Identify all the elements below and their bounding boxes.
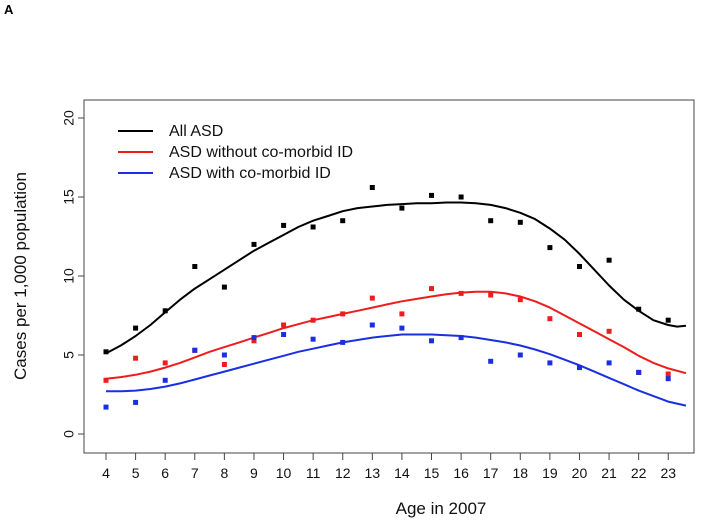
data-point (606, 360, 612, 366)
data-point (488, 292, 494, 298)
data-point (547, 360, 553, 366)
y-tick-label: 15 (61, 189, 77, 205)
legend-label: ASD without co-morbid ID (169, 144, 353, 161)
data-point (251, 338, 257, 344)
data-point (251, 241, 257, 247)
data-point (221, 352, 227, 358)
data-point (429, 338, 434, 344)
x-tick-label: 13 (365, 465, 381, 481)
x-tick-label: 8 (220, 465, 228, 481)
data-point (133, 325, 139, 331)
data-point (281, 322, 287, 328)
legend: All ASD ASD without co-morbid ID ASD with … (118, 123, 353, 182)
data-point (281, 222, 287, 228)
data-point (281, 332, 287, 337)
data-point (577, 365, 582, 371)
x-tick-label: 9 (250, 465, 258, 481)
data-point (133, 355, 139, 361)
data-point (251, 335, 257, 341)
y-axis: 0 5 10 15 20 (61, 110, 84, 438)
data-point (103, 377, 109, 383)
data-point (369, 185, 375, 190)
data-point (636, 369, 642, 375)
data-point (399, 311, 405, 317)
data-point (310, 224, 316, 230)
x-tick-label: 10 (276, 465, 292, 481)
data-point (517, 219, 523, 225)
y-tick-label: 5 (61, 351, 77, 359)
x-tick-label: 20 (572, 465, 588, 481)
data-point (429, 286, 434, 292)
data-point (636, 306, 642, 312)
x-tick-label: 19 (542, 465, 558, 481)
data-point (399, 325, 405, 331)
x-tick-label: 4 (102, 465, 110, 481)
data-point (162, 360, 168, 366)
data-point (310, 317, 316, 323)
data-point (665, 376, 671, 382)
data-point (429, 192, 434, 198)
data-point (221, 284, 227, 290)
data-point (577, 332, 582, 337)
x-tick-label: 22 (631, 465, 647, 481)
data-point (162, 308, 168, 314)
data-point (458, 194, 464, 200)
x-tick-label: 12 (335, 465, 351, 481)
data-point (340, 218, 346, 224)
x-axis: 4 5 6 7 8 9 10 11 12 13 14 15 16 17 18 19 20 21 22 23 (102, 453, 676, 481)
x-tick-label: 5 (132, 465, 140, 481)
panel-label: A (4, 2, 14, 17)
data-point (133, 399, 139, 405)
y-tick-label: 10 (61, 268, 77, 284)
x-tick-label: 18 (512, 465, 528, 481)
x-tick-label: 14 (394, 465, 410, 481)
data-point (488, 358, 494, 364)
series-fit-line (105, 290, 687, 380)
x-tick-label: 11 (306, 465, 321, 481)
data-point (369, 295, 375, 301)
data-point (221, 362, 227, 367)
data-point (665, 317, 671, 323)
data-point (399, 205, 405, 211)
y-tick-label: 0 (61, 430, 77, 438)
x-axis-title: Age in 2007 (396, 499, 487, 518)
legend-label: All ASD (169, 123, 223, 140)
series-fit-line (106, 333, 687, 407)
data-point (458, 290, 464, 296)
x-tick-label: 17 (483, 465, 499, 481)
data-point (488, 218, 494, 224)
data-point (192, 347, 198, 353)
x-tick-label: 7 (191, 465, 199, 481)
data-point (606, 257, 612, 263)
data-point (162, 377, 168, 383)
data-point (577, 264, 582, 269)
series-layer (103, 185, 687, 410)
data-point (103, 349, 109, 355)
x-tick-label: 15 (424, 465, 440, 481)
series-0 (103, 185, 687, 355)
data-point (192, 264, 198, 269)
x-tick-label: 16 (453, 465, 469, 481)
x-tick-label: 21 (601, 465, 617, 481)
x-tick-label: 6 (161, 465, 169, 481)
data-point (517, 352, 523, 358)
data-point (517, 297, 523, 303)
series-fit-line (105, 201, 687, 355)
data-point (310, 336, 316, 342)
legend-label: ASD with co-morbid ID (169, 165, 331, 182)
y-tick-label: 20 (61, 110, 77, 126)
data-point (547, 316, 553, 322)
data-point (369, 322, 375, 328)
data-point (606, 328, 612, 334)
x-tick-label: 23 (660, 465, 676, 481)
data-point (103, 404, 109, 410)
data-point (340, 339, 346, 345)
data-point (458, 335, 464, 341)
data-point (340, 311, 346, 317)
series-2 (103, 322, 687, 410)
y-axis-title: Cases per 1,000 population (11, 172, 30, 380)
data-point (547, 245, 553, 251)
data-point (665, 371, 671, 377)
